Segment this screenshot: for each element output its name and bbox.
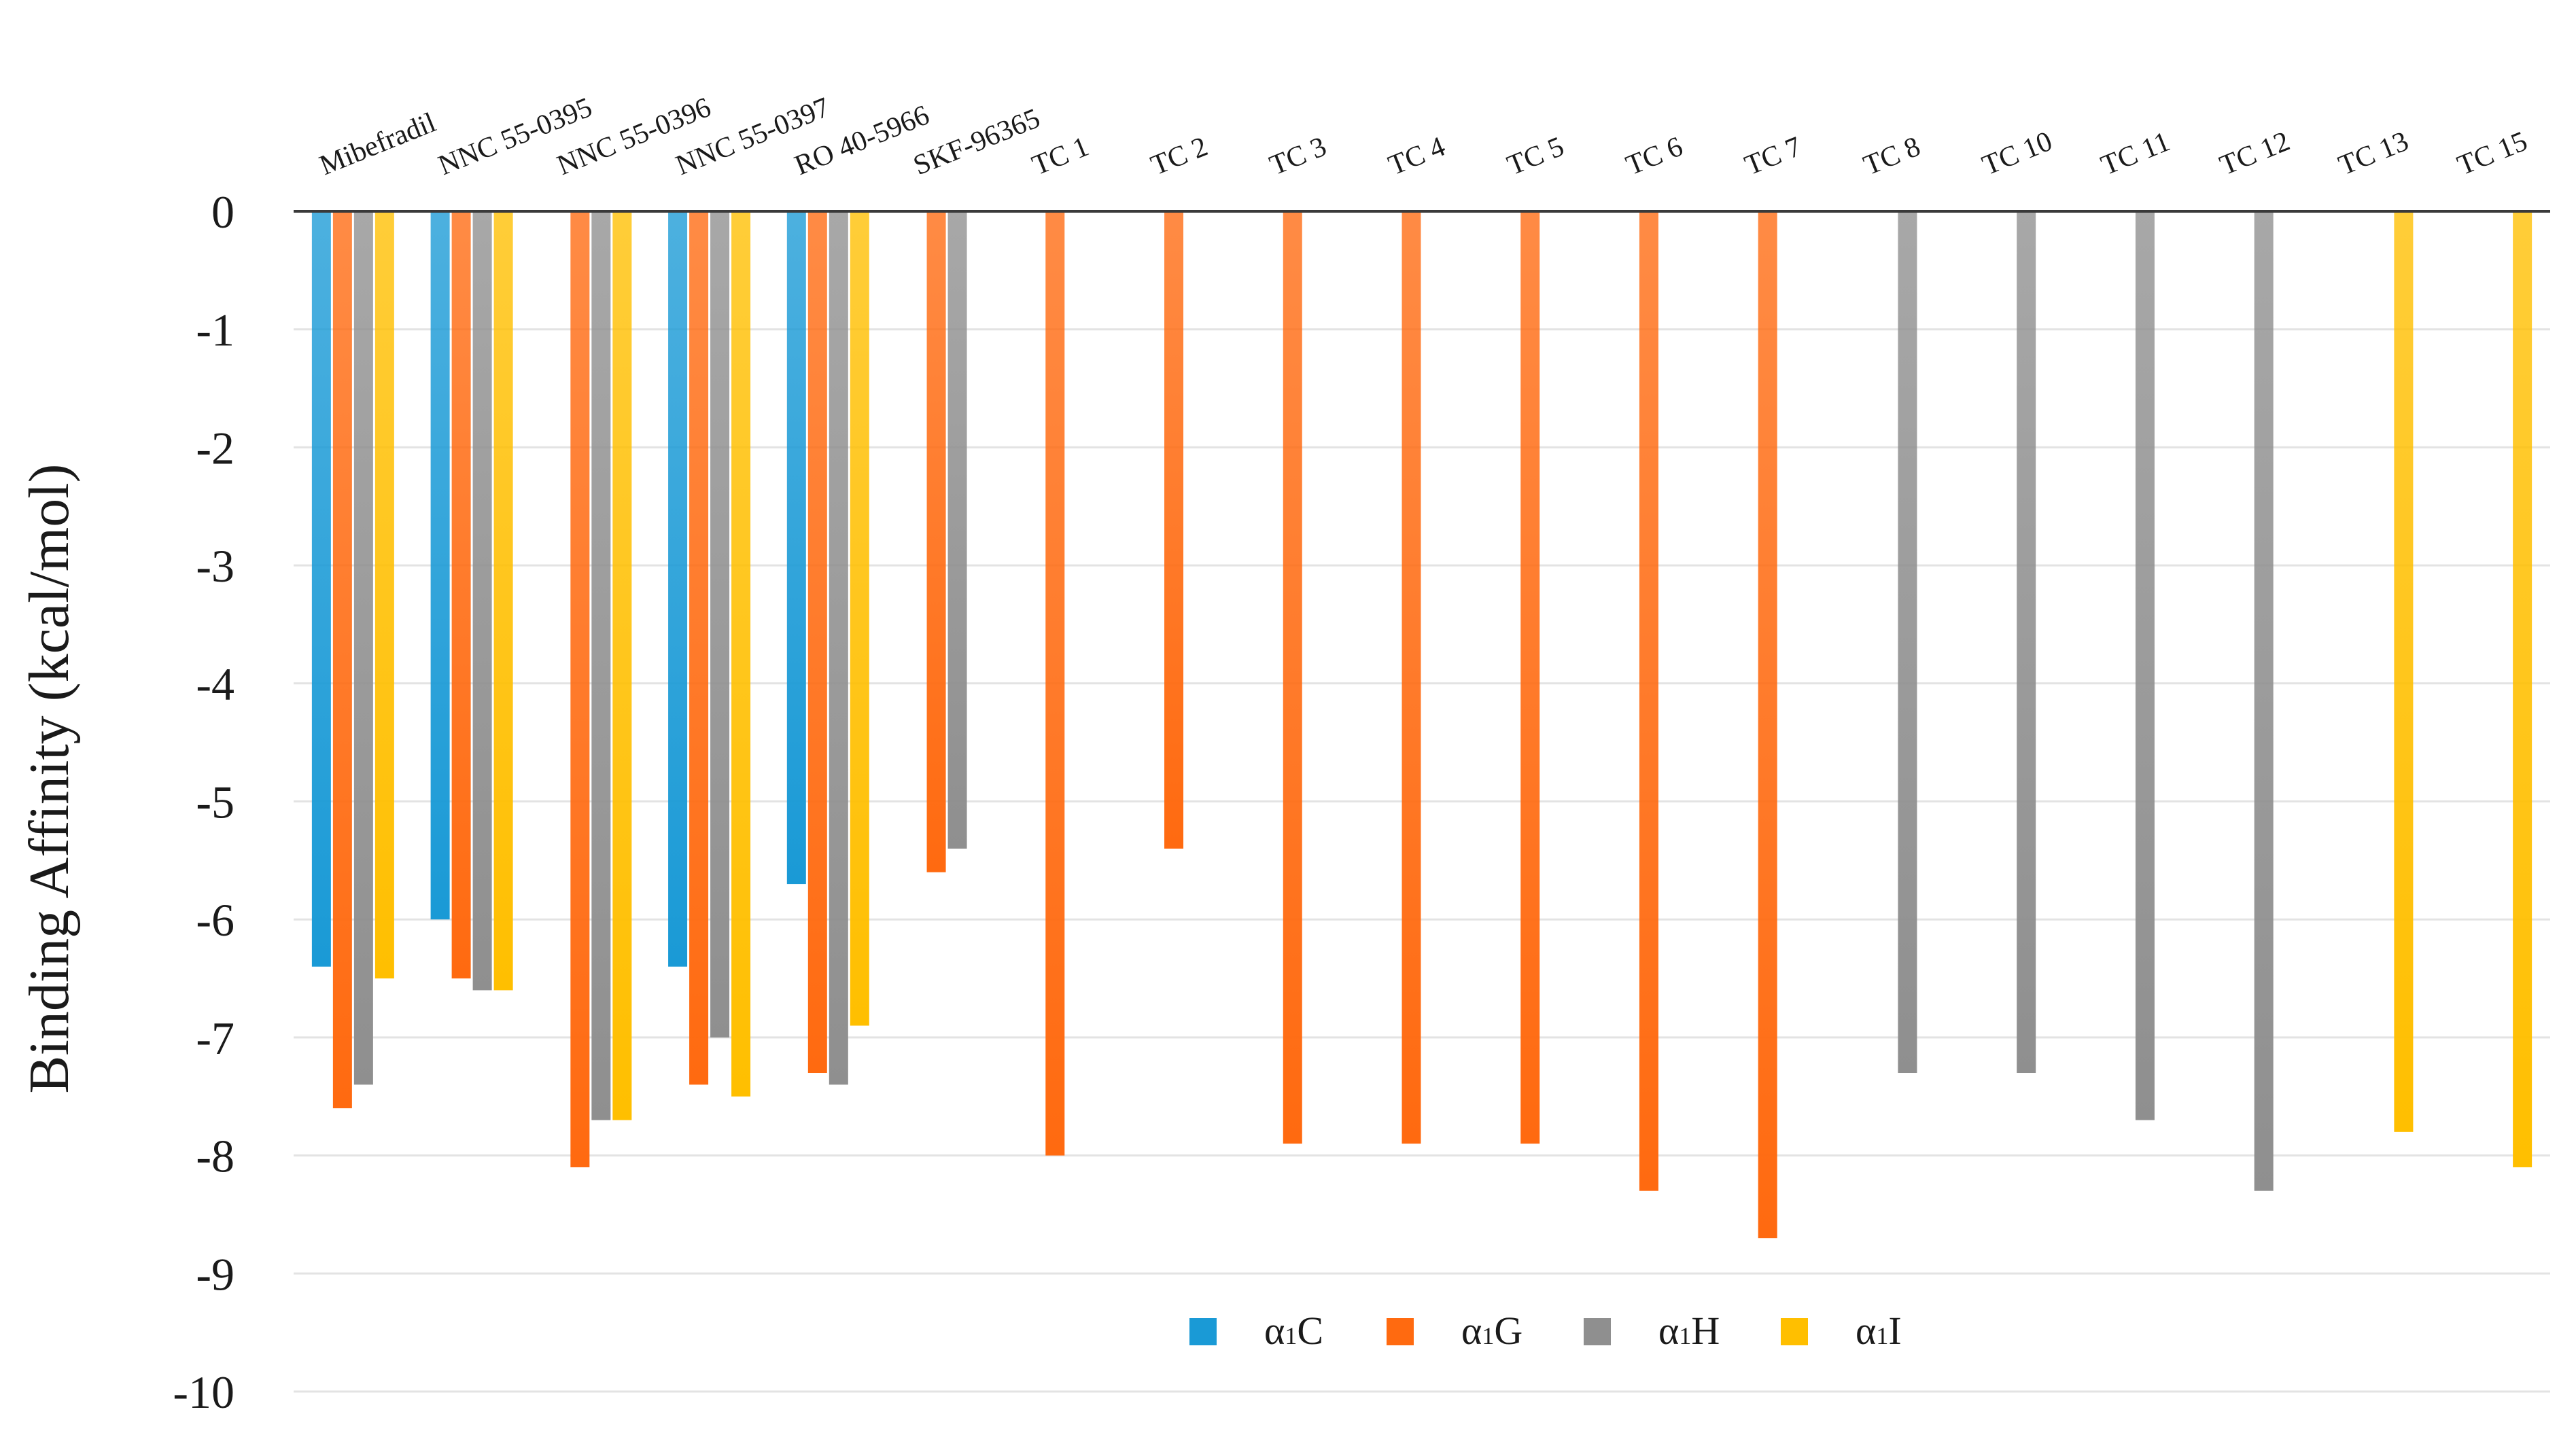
y-tick-label: -10 [173, 1366, 234, 1418]
bar-g-10 [1520, 211, 1540, 1144]
category-label: TC 12 [2216, 126, 2295, 181]
bar-h-4 [829, 211, 848, 1085]
category-label: Mibefradil [315, 107, 440, 181]
category-label: TC 10 [1978, 126, 2057, 181]
bar-i-2 [612, 211, 632, 1120]
bar-h-0 [353, 211, 373, 1085]
category-label: TC 15 [2453, 126, 2532, 181]
bar-g-4 [807, 211, 827, 1074]
category-label: TC 4 [1385, 131, 1450, 182]
legend-swatch [1189, 1318, 1217, 1345]
category-label: TC 11 [2097, 126, 2174, 181]
gridlines [294, 328, 2550, 1393]
y-tick-label: -6 [196, 894, 234, 946]
y-tick-label: -2 [196, 422, 234, 474]
bar-h-14 [2017, 211, 2036, 1074]
bar-g-1 [451, 211, 471, 979]
bar-g-12 [1758, 211, 1777, 1239]
bar-g-5 [926, 211, 946, 872]
category-label: SKF-96365 [909, 103, 1045, 181]
y-tick-label: -5 [196, 777, 234, 828]
category-label: TC 5 [1503, 131, 1568, 182]
legend-label: α1I [1856, 1309, 1902, 1353]
bar-h-2 [591, 211, 611, 1120]
bar-i-18 [2513, 211, 2533, 1167]
legend-label: α1H [1658, 1309, 1720, 1353]
bar-h-15 [2135, 211, 2155, 1120]
bar-c-0 [311, 211, 331, 967]
bar-h-3 [710, 211, 730, 1038]
legend-label: α1G [1461, 1309, 1522, 1353]
y-tick-label: -3 [196, 540, 234, 592]
y-tick-label: -8 [196, 1131, 234, 1182]
bar-i-17 [2394, 211, 2414, 1132]
y-tick-label: -1 [196, 304, 234, 356]
bar-g-3 [689, 211, 709, 1085]
bar-h-16 [2254, 211, 2274, 1191]
category-label: TC 8 [1859, 131, 1924, 182]
legend-swatch [1387, 1318, 1414, 1345]
bar-g-6 [1045, 211, 1065, 1156]
y-tick-labels: 0 -1 -2 -3 -4 -5 -6 -7 -8 -9 -10 [173, 186, 234, 1418]
bar-i-1 [493, 211, 513, 991]
bars [311, 211, 2533, 1239]
bar-h-13 [1898, 211, 1917, 1074]
category-label: TC 3 [1266, 131, 1331, 182]
bar-g-11 [1639, 211, 1658, 1191]
bar-h-1 [472, 211, 492, 991]
bar-g-2 [570, 211, 590, 1167]
category-label: TC 13 [2334, 126, 2413, 181]
bar-g-8 [1283, 211, 1302, 1144]
bar-c-1 [430, 211, 450, 920]
bar-c-4 [786, 211, 806, 885]
bar-c-3 [668, 211, 688, 967]
y-tick-label: -9 [196, 1248, 234, 1300]
legend-swatch [1584, 1318, 1611, 1345]
category-label: TC 6 [1622, 131, 1687, 182]
legend-swatch [1781, 1318, 1808, 1345]
category-label: TC 2 [1147, 131, 1212, 182]
y-tick-label: 0 [211, 186, 234, 238]
bar-g-0 [332, 211, 352, 1109]
legend: α1C α1G α1H α1I [1189, 1309, 1902, 1353]
category-label: TC 1 [1028, 131, 1093, 182]
bar-i-0 [375, 211, 394, 979]
bar-h-5 [947, 211, 967, 849]
bar-g-7 [1164, 211, 1184, 849]
y-tick-label: -7 [196, 1012, 234, 1064]
category-label: TC 7 [1741, 131, 1806, 182]
legend-label: α1C [1264, 1309, 1323, 1353]
y-axis-title: Binding Affinity (kcal/mol) [18, 463, 81, 1093]
bar-i-3 [731, 211, 751, 1097]
bar-i-4 [850, 211, 869, 1026]
y-tick-label: -4 [196, 658, 234, 710]
bar-g-9 [1402, 211, 1421, 1144]
